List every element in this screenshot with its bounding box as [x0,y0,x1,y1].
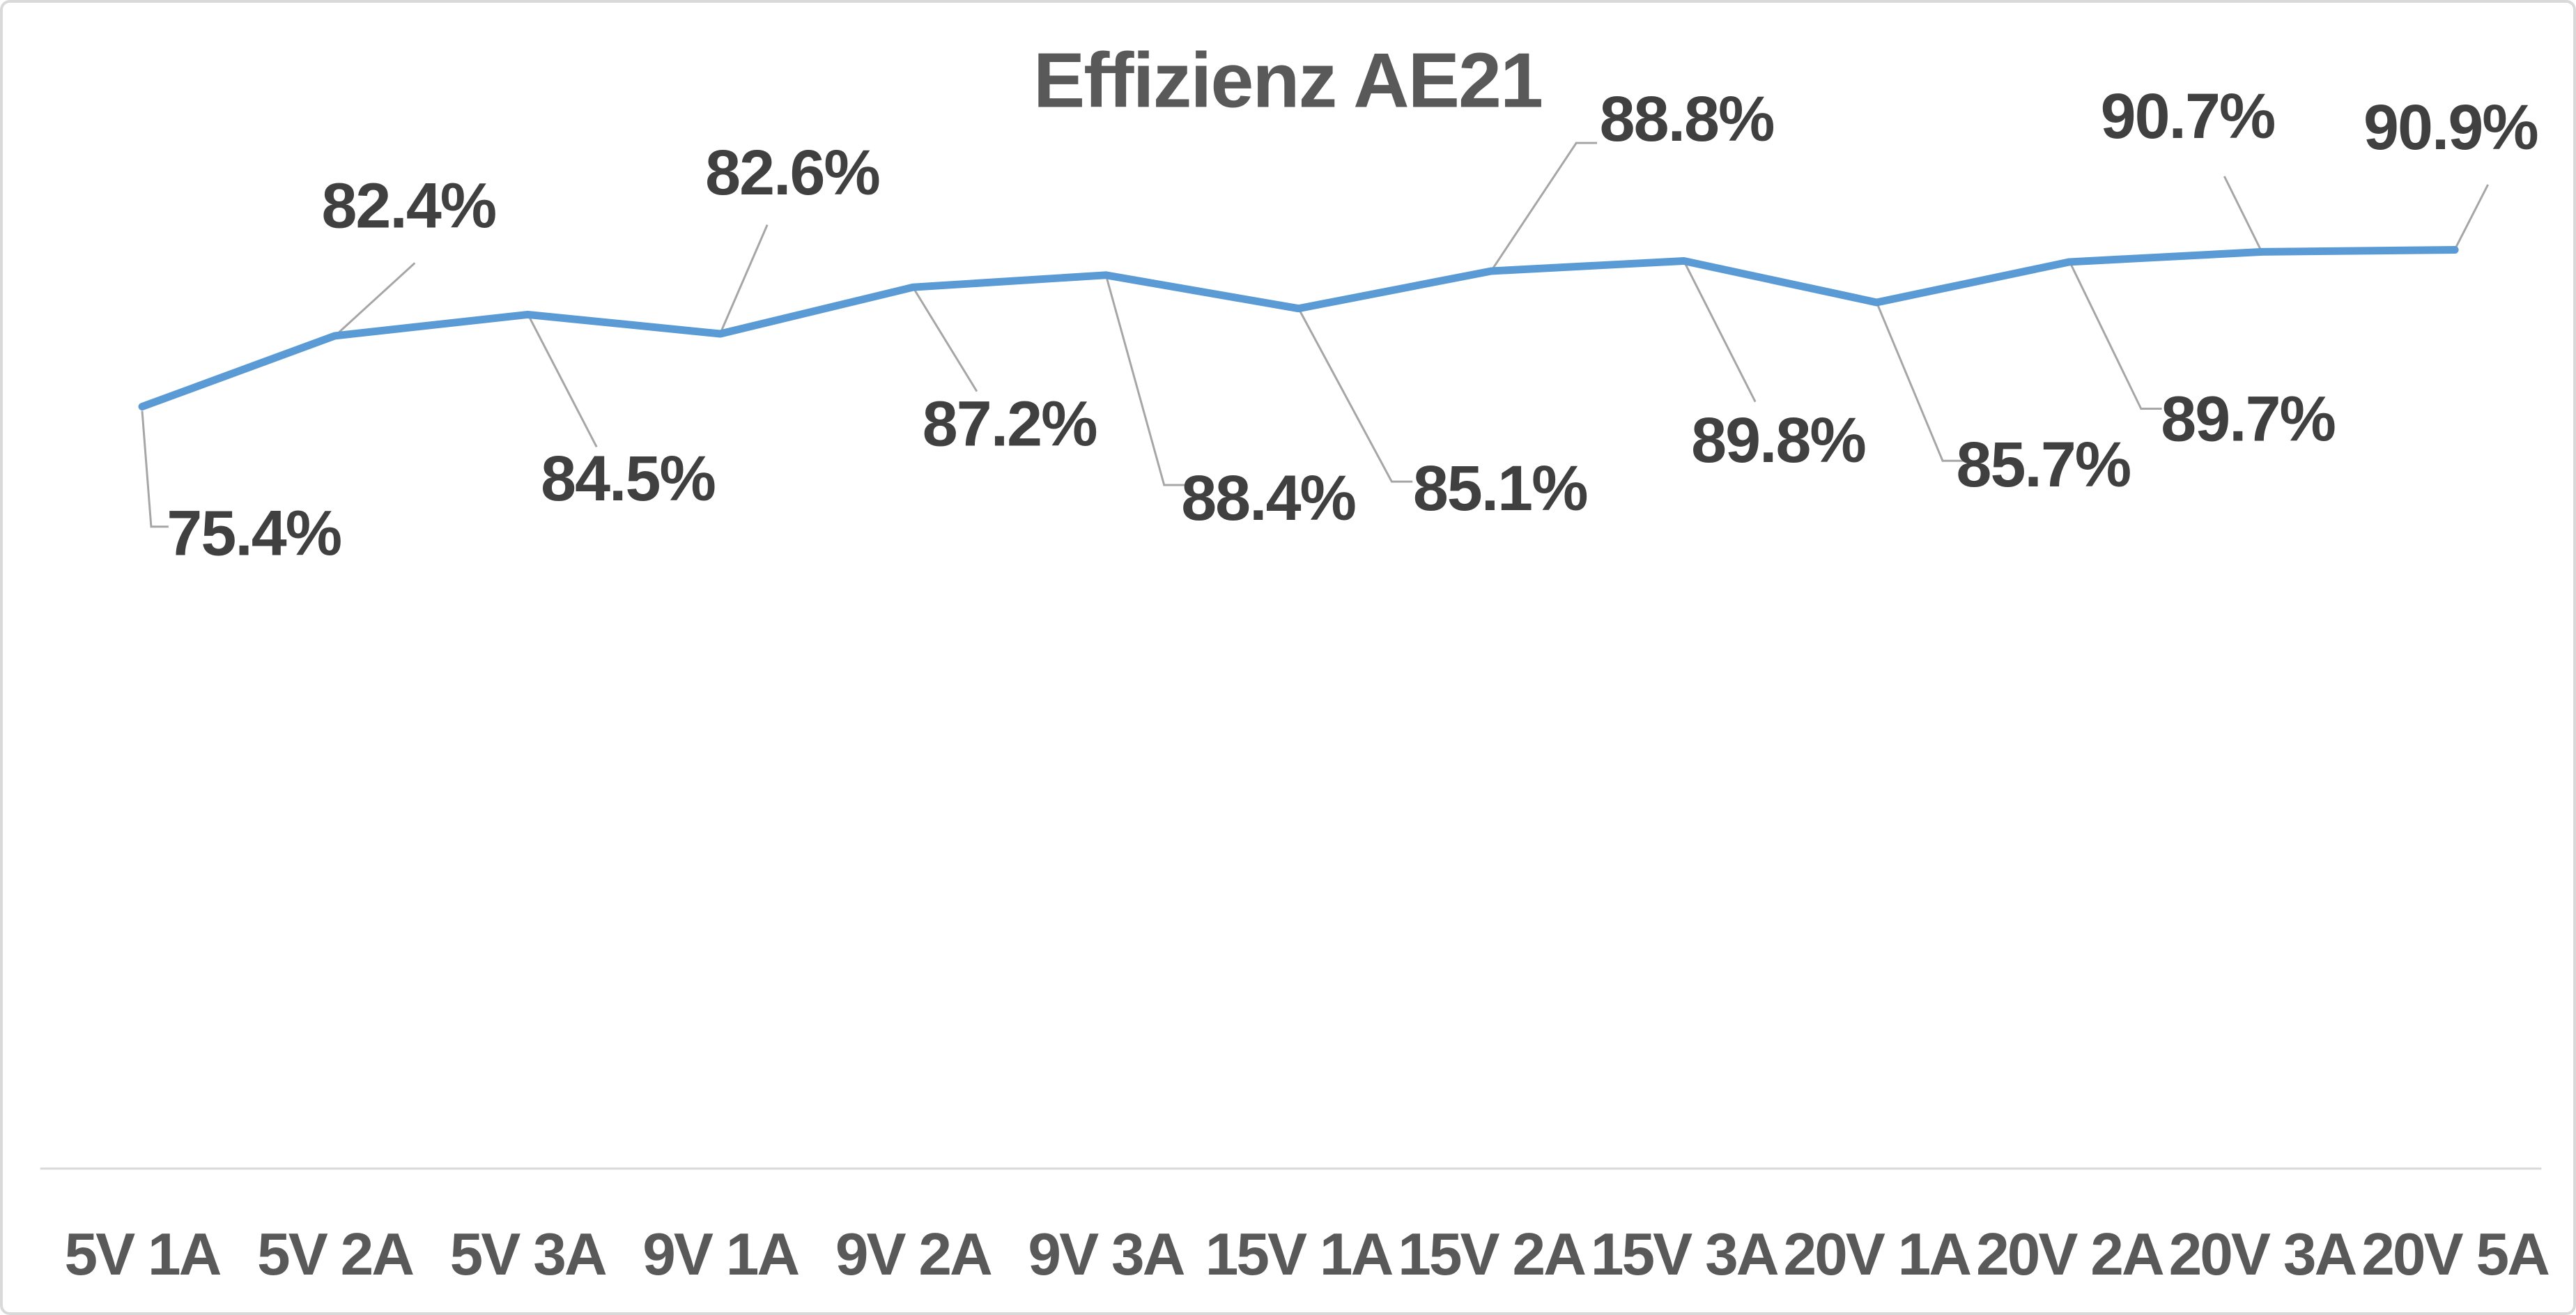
chart-title: Effizienz AE21 [1033,36,1542,123]
x-axis-label-5v-3a: 5V 3A [450,1221,606,1288]
data-label-15v-1a: 85.1% [1413,453,1587,524]
leader-line-15v-1a [1297,308,1413,483]
leader-line-9v-3a [1104,274,1185,486]
x-axis-label-15v-1a: 15V 1A [1205,1221,1393,1288]
x-axis-label-9v-1a: 9V 1A [642,1221,799,1288]
leader-line-20v-1a [1876,302,1964,462]
effizienz-line-chart: Effizienz AE21 75.4% 82.4% 84.5% 82.6% 87.2%… [40,36,2551,1288]
data-labels-group: 75.4% 82.4% 84.5% 82.6% 87.2% 88.4% 85.1% 88.8%… [167,81,2539,569]
x-axis-label-5v-1a: 5V 1A [64,1221,220,1288]
x-axis-label-15v-2a: 15V 2A [1398,1221,1585,1288]
x-axis-label-15v-3a: 15V 3A [1591,1221,1778,1288]
x-axis-label-20v-5a: 20V 5A [2361,1221,2549,1288]
leader-line-20v-5a [2453,184,2489,251]
data-label-20v-3a: 90.7% [2101,81,2275,152]
leader-line-5v-1a [141,410,169,528]
leader-lines-group [141,141,2489,528]
data-label-15v-2a: 88.8% [1600,84,1774,155]
data-label-5v-3a: 84.5% [541,443,715,514]
leader-line-20v-3a [2223,176,2263,253]
leader-line-15v-2a [1490,141,1598,272]
data-label-9v-2a: 87.2% [923,388,1097,459]
leader-line-15v-3a [1683,260,1757,403]
x-axis-label-20v-1a: 20V 1A [1783,1221,1970,1288]
leader-line-9v-1a [719,224,769,334]
series-line-effizienz [138,246,2459,410]
x-axis-label-9v-3a: 9V 3A [1028,1221,1184,1288]
x-axis-label-5v-2a: 5V 2A [257,1221,413,1288]
data-label-9v-3a: 88.4% [1181,463,1355,534]
leader-line-5v-3a [527,314,598,447]
x-axis-label-20v-3a: 20V 3A [2169,1221,2357,1288]
data-label-20v-2a: 89.7% [2161,383,2335,454]
x-axis-label-20v-2a: 20V 2A [1976,1221,2164,1288]
data-label-5v-2a: 82.4% [321,171,495,242]
data-label-20v-5a: 90.9% [2363,92,2538,163]
data-label-20v-1a: 85.7% [1957,429,2131,500]
leader-line-20v-2a [2068,261,2162,410]
data-label-9v-1a: 82.6% [705,137,879,208]
data-label-15v-3a: 89.8% [1691,405,1865,476]
x-axis-labels-group: 5V 1A 5V 2A 5V 3A 9V 1A 9V 2A 9V 3A 15V 1A 15V … [64,1221,2551,1288]
x-axis-label-9v-2a: 9V 2A [835,1221,992,1288]
data-label-5v-1a: 75.4% [167,498,341,569]
leader-line-5v-2a [334,262,416,337]
leader-line-9v-2a [912,286,978,392]
